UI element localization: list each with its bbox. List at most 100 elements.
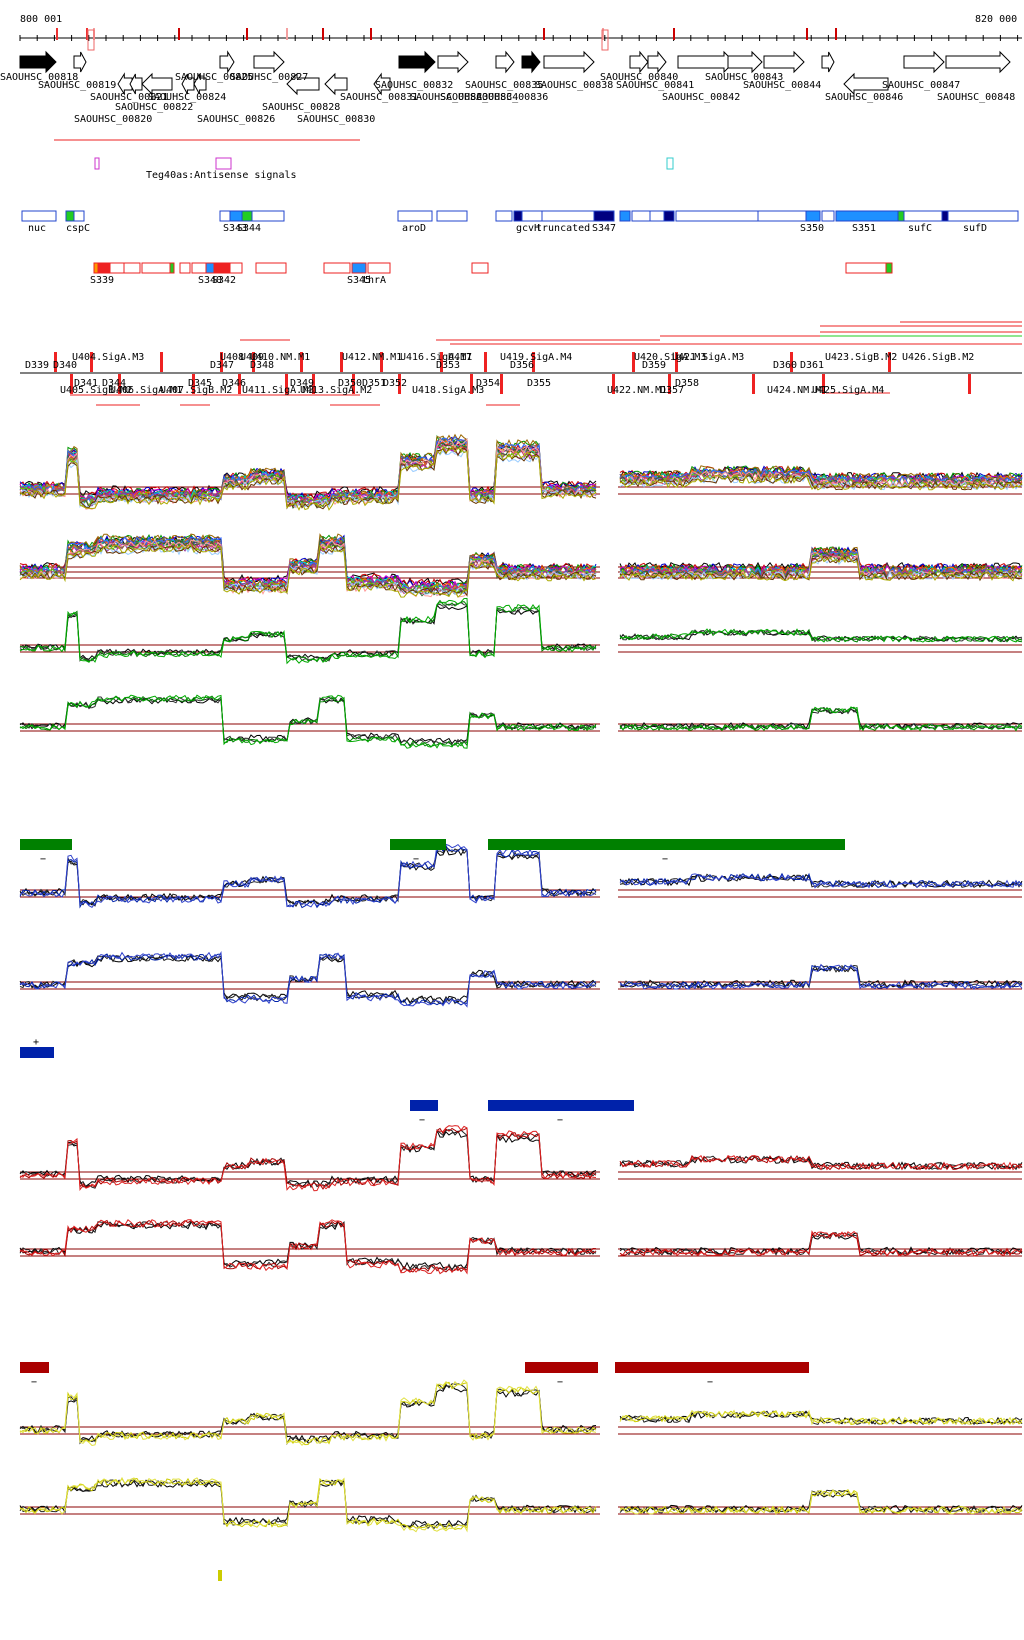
condition-bar[interactable] <box>410 1100 438 1111</box>
gene-label[interactable]: SAOUHSC_00844 <box>743 80 821 91</box>
tu-label[interactable]: D346 <box>222 378 246 389</box>
gene-label[interactable]: SAOUHSC_00847 <box>882 80 960 91</box>
annotation-label: gcvH <box>516 223 540 234</box>
tu-label[interactable]: D340 <box>53 360 77 371</box>
tu-label[interactable]: D357 <box>660 385 684 396</box>
antisense-box[interactable] <box>94 157 100 170</box>
tu-label[interactable]: U421.SigA.M3 <box>672 352 744 363</box>
track-gap <box>600 603 618 693</box>
gene-label[interactable]: SAOUHSC_00832 <box>375 80 453 91</box>
tu-label[interactable]: D354 <box>476 378 500 389</box>
tu-label[interactable]: U422.NM.M1 <box>607 385 667 396</box>
tu-label[interactable]: U411.SigA.M3 <box>242 385 314 396</box>
gene-label[interactable]: SAOUHSC_00828 <box>262 102 340 113</box>
tu-label[interactable]: D358 <box>675 378 699 389</box>
tu-label[interactable]: D355 <box>527 378 551 389</box>
tu-label[interactable]: D347 <box>210 360 234 371</box>
gene-label[interactable]: SAOUHSC_00822 <box>115 102 193 113</box>
ruler-mark <box>286 28 288 40</box>
antisense-box[interactable] <box>666 157 674 170</box>
tu-label[interactable]: D351 <box>362 378 386 389</box>
gene-label[interactable]: SAOUHSC_00840 <box>600 72 678 83</box>
gene-label[interactable]: SAOUHSC_00838 <box>535 80 613 91</box>
tu-label[interactable]: U404.SigA.M3 <box>72 352 144 363</box>
gene-label[interactable]: SAOUHSC_00820 <box>74 114 152 125</box>
condition-sign: − <box>557 1377 563 1388</box>
condition-bar[interactable] <box>20 1047 54 1058</box>
condition-bar[interactable] <box>20 839 72 850</box>
tu-label[interactable]: D341 <box>74 378 98 389</box>
tu-tick <box>532 352 535 372</box>
tu-tick <box>500 374 503 394</box>
expression-line <box>19 1221 597 1271</box>
tu-label[interactable]: U423.SigB.M2 <box>825 352 897 363</box>
expression-track <box>19 940 1023 1030</box>
antisense-box[interactable] <box>215 157 232 170</box>
expression-line <box>619 474 1023 491</box>
gene-arrow <box>821 51 835 73</box>
tu-label[interactable]: D350 <box>338 378 362 389</box>
tu-label[interactable]: U418.SigA.M3 <box>412 385 484 396</box>
srna-box <box>123 262 141 274</box>
gene-label[interactable]: SAOUHSC_00831 <box>340 92 418 103</box>
condition-bar[interactable] <box>390 839 446 850</box>
gene-label[interactable]: SAOUHSC_00833 <box>410 92 488 103</box>
gene-label[interactable]: SAOUHSC_00827 <box>230 72 308 83</box>
condition-bar[interactable] <box>20 1362 49 1373</box>
condition-bar[interactable] <box>615 1362 809 1373</box>
tu-label[interactable]: U409 <box>240 352 264 363</box>
gene-label[interactable]: SAOUHSC_00834 <box>440 92 518 103</box>
tu-label[interactable]: U410.NM.M1 <box>250 352 310 363</box>
gene-label[interactable]: SAOUHSC_00841 <box>616 80 694 91</box>
tu-label[interactable]: U405.SigB.M2 <box>60 385 132 396</box>
tu-label[interactable]: U412.NM.M1 <box>342 352 402 363</box>
tu-label[interactable]: U406.SigA.M1 <box>110 385 182 396</box>
condition-bar[interactable] <box>488 1100 634 1111</box>
tu-label[interactable]: D356 <box>510 360 534 371</box>
gene-label[interactable]: SAOUHSC_00842 <box>662 92 740 103</box>
condition-bar[interactable] <box>525 1362 598 1373</box>
tu-tick <box>192 374 195 394</box>
tu-label[interactable]: D348 <box>250 360 274 371</box>
tu-label[interactable]: D353 <box>436 360 460 371</box>
tu-label[interactable]: U413.SigA.M2 <box>300 385 372 396</box>
tu-label[interactable]: D345 <box>188 378 212 389</box>
gene-label[interactable]: SAOUHSC_00830 <box>297 114 375 125</box>
tu-label[interactable]: U408 <box>220 352 244 363</box>
gene-label[interactable]: SAOUHSC_00825 <box>175 72 253 83</box>
expression-line <box>19 954 597 1004</box>
tu-tick <box>90 352 93 372</box>
tu-label[interactable]: D352 <box>383 378 407 389</box>
gene-label[interactable]: SAOUHSC_00826 <box>197 114 275 125</box>
tu-label[interactable]: U426.SigB.M2 <box>902 352 974 363</box>
tu-label[interactable]: D349 <box>290 378 314 389</box>
gene-label[interactable]: SAOUHSC_00824 <box>148 92 226 103</box>
condition-sign: − <box>413 854 419 865</box>
tu-label[interactable]: D361 <box>800 360 824 371</box>
tu-label[interactable]: U416.SigA.M1 <box>400 352 472 363</box>
tu-label[interactable]: U425.SigA.M4 <box>812 385 884 396</box>
tu-label[interactable]: U417 <box>448 352 472 363</box>
expression-line <box>19 950 597 1008</box>
tu-label[interactable]: D359 <box>642 360 666 371</box>
condition-bar[interactable] <box>488 839 845 850</box>
expression-line <box>19 846 597 908</box>
expression-line <box>19 1125 597 1192</box>
gene-label[interactable]: SAOUHSC_00819 <box>38 80 116 91</box>
gene-label[interactable]: SAOUHSC_00846 <box>825 92 903 103</box>
gene-label[interactable]: SAOUHSC_00835 <box>465 80 543 91</box>
tu-label[interactable]: D360 <box>773 360 797 371</box>
tu-label[interactable]: U424.NM.M1 <box>767 385 827 396</box>
tu-label[interactable]: D339 <box>25 360 49 371</box>
gene-label[interactable]: SAOUHSC_00836 <box>470 92 548 103</box>
gene-label[interactable]: SAOUHSC_00818 <box>0 72 78 83</box>
tu-label[interactable]: U420.SigA.M3 <box>634 352 706 363</box>
tu-label[interactable]: D344 <box>102 378 126 389</box>
condition-bar[interactable] <box>218 1570 222 1581</box>
tu-label[interactable]: U407.SigB.M2 <box>160 385 232 396</box>
gene-label[interactable]: SAOUHSC_00821 <box>90 92 168 103</box>
gene-label[interactable]: SAOUHSC_00848 <box>937 92 1015 103</box>
expression-line <box>19 1127 597 1190</box>
tu-label[interactable]: U419.SigA.M4 <box>500 352 572 363</box>
gene-label[interactable]: SAOUHSC_00843 <box>705 72 783 83</box>
